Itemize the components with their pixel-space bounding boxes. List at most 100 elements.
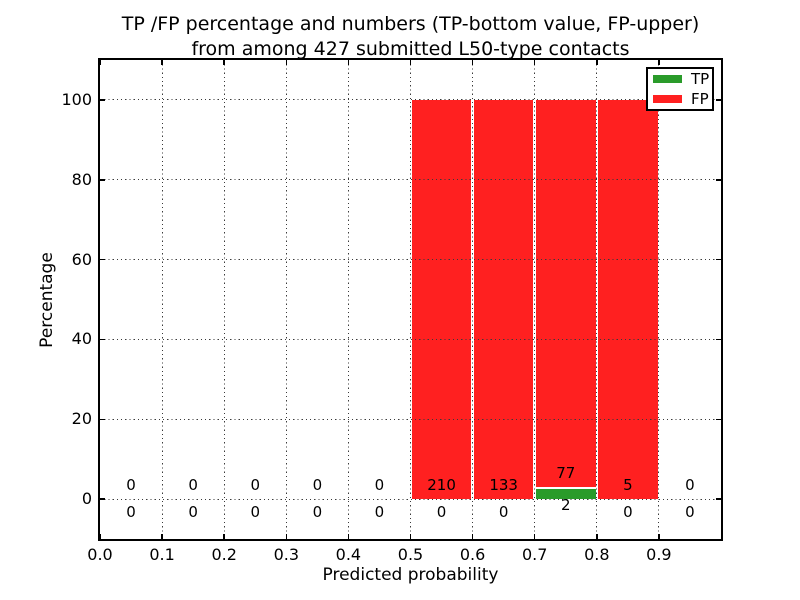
tp-count-label: 0 (374, 503, 385, 521)
x-tick-mark-top (285, 60, 288, 65)
fp-count-label: 133 (489, 476, 518, 494)
y-tick-mark-right (716, 258, 721, 261)
gridline-vertical (161, 60, 163, 539)
chart-title-line2: from among 427 submitted L50-type contac… (191, 38, 630, 60)
y-tick-label: 60 (71, 249, 92, 269)
gridline-vertical (534, 60, 536, 539)
plot-area: 0 0 0 0 0 0 0 0 0 0 210 0 133 0 77 2 5 0 0 0 (98, 58, 723, 541)
x-tick-mark-top (533, 60, 536, 65)
x-tick-label: 0.9 (646, 545, 672, 564)
tp-count-label: 0 (312, 503, 323, 521)
y-tick-mark-right (716, 498, 721, 500)
x-tick-mark (533, 534, 536, 539)
x-tick-label: 0.5 (397, 545, 424, 564)
x-tick-mark (223, 534, 225, 539)
x-tick-mark (658, 534, 660, 539)
y-tick-mark-right (716, 338, 721, 341)
x-tick-mark-top (161, 60, 163, 65)
x-tick-mark (347, 534, 350, 539)
y-tick-label: 40 (71, 329, 92, 349)
gridline-vertical (658, 60, 660, 539)
y-tick-mark (100, 258, 105, 261)
x-tick-mark-top (658, 60, 660, 65)
x-tick-mark-top (409, 60, 412, 65)
x-tick-mark-top (596, 60, 598, 65)
x-tick-mark-top (99, 60, 101, 65)
fp-bar (473, 99, 534, 500)
fp-bar (535, 99, 596, 488)
legend-label-tp: TP (691, 70, 710, 89)
gridline-vertical (596, 60, 598, 539)
y-tick-mark (100, 338, 105, 341)
x-tick-mark-top (223, 60, 225, 65)
y-tick-label: 0 (81, 489, 92, 509)
tp-count-label: 0 (250, 503, 261, 521)
tp-bar (535, 489, 596, 500)
fp-count-label: 77 (556, 464, 576, 482)
fp-bar (598, 99, 658, 500)
x-tick-label: 0.8 (584, 545, 610, 564)
x-tick-label: 0.6 (459, 545, 486, 564)
x-tick-label: 0.0 (87, 545, 113, 564)
x-tick-label: 0.3 (273, 545, 300, 564)
ticks-layer (99, 60, 721, 539)
fp-count-label: 0 (374, 476, 385, 494)
fp-count-label: 0 (250, 476, 261, 494)
fp-count-label: 0 (188, 476, 198, 494)
y-tick-mark-right (716, 179, 721, 181)
gridline-vertical (347, 60, 349, 539)
count-labels-layer: 0 0 0 0 0 0 0 0 0 0 210 0 133 0 77 2 5 0 0 0 (100, 60, 721, 539)
fp-count-label: 0 (685, 476, 695, 494)
fp-bar (411, 99, 472, 500)
tp-count-label: 0 (436, 503, 447, 521)
chart-title-line1: TP /FP percentage and numbers (TP-bottom… (121, 13, 700, 35)
gridline-vertical (472, 60, 474, 539)
x-tick-mark (596, 534, 598, 539)
x-tick-label: 0.2 (211, 545, 237, 564)
fp-swatch-icon (653, 94, 682, 103)
y-tick-label: 100 (61, 89, 92, 109)
legend-row-fp: FP (648, 90, 712, 108)
y-tick-mark-right (716, 418, 721, 420)
x-tick-mark (161, 534, 163, 539)
y-tick-mark (100, 179, 105, 181)
y-tick-label: 20 (71, 409, 92, 429)
fp-count-label: 210 (427, 476, 456, 494)
tp-swatch-icon (653, 75, 682, 84)
gridline-vertical (285, 60, 287, 539)
y-tick-mark (100, 99, 105, 101)
gridline-vertical (223, 60, 225, 539)
x-tick-label: 0.4 (335, 545, 362, 564)
legend: TP FP (646, 67, 714, 111)
x-tick-mark-top (471, 60, 474, 65)
x-tick-mark (471, 534, 474, 539)
x-tick-label: 0.1 (149, 545, 175, 564)
y-tick-mark (100, 498, 105, 500)
y-tick-label: 80 (71, 169, 92, 189)
x-tick-mark (409, 534, 412, 539)
bars-layer (100, 60, 721, 539)
y-tick-mark (100, 418, 105, 420)
x-axis-label: Predicted probability (322, 565, 499, 585)
tp-count-label: 2 (560, 496, 571, 514)
x-tick-mark-top (347, 60, 350, 65)
tp-count-label: 0 (498, 503, 509, 521)
grid-layer (100, 60, 721, 539)
fp-count-label: 5 (623, 476, 633, 494)
gridline-vertical (410, 60, 411, 539)
fp-count-label: 0 (312, 476, 323, 494)
tp-count-label: 0 (623, 503, 633, 521)
y-axis-label: Percentage (37, 252, 57, 348)
legend-row-tp: TP (648, 70, 712, 88)
chart-title: TP /FP percentage and numbers (TP-bottom… (100, 12, 721, 62)
tp-count-label: 0 (188, 503, 198, 521)
y-tick-mark-right (716, 99, 721, 101)
x-tick-label: 0.7 (521, 545, 548, 564)
tp-count-label: 0 (126, 503, 136, 521)
tp-count-label: 0 (685, 503, 695, 521)
legend-label-fp: FP (691, 89, 709, 108)
x-tick-mark (99, 534, 101, 539)
x-tick-mark (285, 534, 288, 539)
fp-count-label: 0 (126, 476, 136, 494)
